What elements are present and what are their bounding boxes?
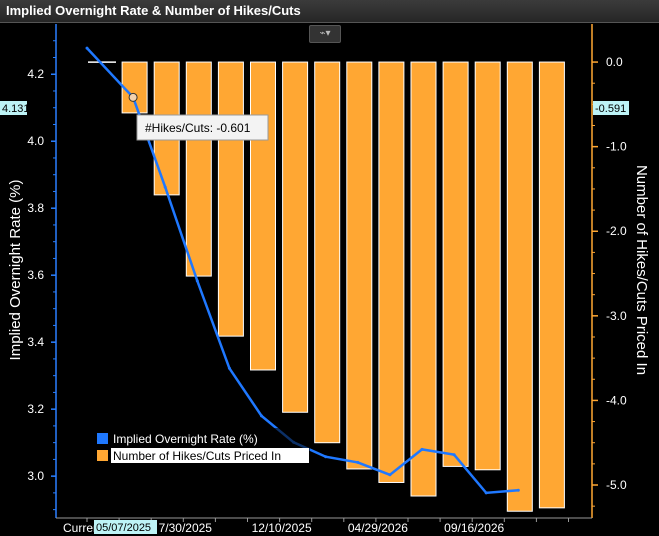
legend-swatch-rate (97, 433, 108, 444)
rate-point (484, 491, 488, 495)
date-flag (94, 520, 157, 534)
bar[interactable] (314, 61, 341, 444)
rate-point (163, 185, 167, 189)
left-axis-label: Implied Overnight Rate (%) (7, 180, 24, 361)
legend-item-hikes: Number of Hikes/Cuts Priced In (113, 449, 281, 463)
left-tick-label: 3.8 (27, 201, 44, 215)
left-tick-label: 4.0 (27, 134, 44, 148)
right-tick-label: -3.0 (606, 309, 627, 323)
bar[interactable] (250, 61, 276, 371)
bar[interactable] (410, 61, 437, 497)
left-value-label: 4.131 (2, 103, 30, 115)
bar[interactable] (538, 61, 565, 509)
rate-point (356, 460, 360, 464)
rate-point (324, 455, 328, 459)
x-tick-label: 12/10/2025 (252, 521, 312, 535)
right-axis-label: Number of Hikes/Cuts Priced In (633, 165, 650, 375)
right-tick-label: 0.0 (606, 55, 623, 69)
bar[interactable] (474, 61, 501, 471)
chart-title: Implied Overnight Rate & Number of Hikes… (6, 3, 301, 18)
bar[interactable] (217, 61, 244, 337)
line-chart-icon[interactable]: ⌁▾ (309, 25, 341, 43)
tooltip-text: #Hikes/Cuts: -0.601 (145, 121, 251, 135)
rate-point (85, 46, 89, 50)
bar[interactable] (442, 61, 469, 467)
bar[interactable] (282, 61, 309, 413)
right-tick-label: -2.0 (606, 224, 627, 238)
right-tick-label: -4.0 (606, 393, 627, 407)
left-tick-label: 3.2 (27, 402, 44, 416)
tooltip-box (136, 114, 269, 141)
right-tick-label: -1.0 (606, 140, 627, 154)
right-tick-label: -5.0 (606, 478, 627, 492)
bar[interactable] (185, 61, 212, 277)
rate-point (227, 366, 231, 370)
right-value-flag (593, 101, 629, 115)
bar[interactable] (121, 61, 148, 114)
rate-point (388, 473, 392, 477)
x-tick-label: 7/30/2025 (159, 521, 213, 535)
right-value-label: -0.591 (595, 103, 626, 115)
rate-point (516, 488, 520, 492)
rate-point (195, 279, 199, 283)
left-value-flag (0, 101, 27, 115)
cursor-marker[interactable] (128, 92, 138, 102)
left-tick-label: 3.0 (27, 469, 44, 483)
date-flag-label: 05/07/2025 (96, 522, 151, 534)
legend-item-hikes-bg (111, 448, 309, 463)
title-bar: Implied Overnight Rate & Number of Hikes… (0, 0, 659, 23)
bar[interactable] (378, 61, 405, 483)
legend-swatch-hikes (97, 450, 108, 461)
legend: Implied Overnight Rate (%) Number of Hike… (92, 428, 310, 466)
left-tick-label: 3.4 (27, 335, 44, 349)
x-tick-label: 04/29/2026 (348, 521, 408, 535)
legend-item-rate: Implied Overnight Rate (%) (113, 432, 258, 446)
x-tick-label: Current (63, 521, 104, 535)
bar[interactable] (506, 61, 533, 512)
left-tick-label: 3.6 (27, 268, 44, 282)
rate-point (420, 447, 424, 451)
rate-point (452, 453, 456, 457)
bar[interactable] (346, 61, 373, 470)
x-tick-label: 09/16/2026 (444, 521, 504, 535)
rate-point (260, 414, 263, 418)
left-tick-label: 4.2 (27, 67, 44, 81)
